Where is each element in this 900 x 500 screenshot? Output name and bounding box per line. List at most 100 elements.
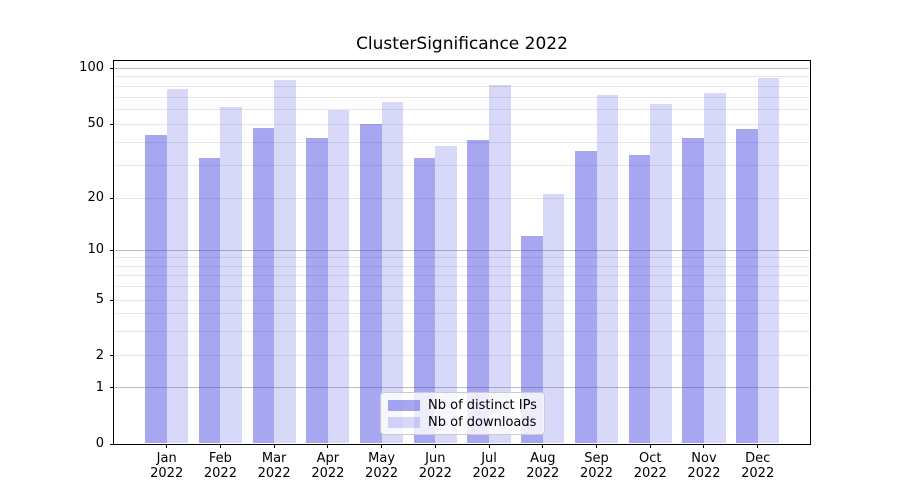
minor-gridline <box>115 275 809 277</box>
bar-jun-downloads <box>435 146 457 443</box>
legend: Nb of distinct IPs Nb of downloads <box>380 392 545 435</box>
x-tick-year: 2022 <box>203 466 237 481</box>
legend-label-downloads: Nb of downloads <box>428 414 537 430</box>
x-tick <box>327 444 329 448</box>
x-tick-label: Nov 2022 <box>674 451 734 481</box>
bar-jun-distinct-ips <box>413 157 436 443</box>
bar-jul-distinct-ips <box>467 140 490 443</box>
bar-mar-distinct-ips <box>252 127 275 443</box>
x-tick-year: 2022 <box>257 466 291 481</box>
x-tick <box>488 444 490 448</box>
bar-dec-distinct-ips <box>736 129 758 443</box>
minor-gridline <box>115 109 809 111</box>
y-tick-label: 20 <box>87 190 104 206</box>
x-tick-label: Jan 2022 <box>137 451 197 481</box>
x-tick <box>166 444 168 448</box>
minor-gridline <box>115 76 809 78</box>
x-tick-month: Nov <box>691 451 717 466</box>
bar-sep-distinct-ips <box>574 150 597 443</box>
x-tick <box>219 444 221 448</box>
minor-gridline <box>115 313 809 315</box>
x-tick-year: 2022 <box>579 466 614 481</box>
bar-oct-distinct-ips <box>628 155 651 443</box>
x-tick-month: Aug <box>530 451 556 466</box>
y-tick <box>110 355 114 357</box>
bar-dec-downloads <box>757 77 780 443</box>
bar-jul-downloads <box>489 85 511 443</box>
bar-mar-downloads <box>274 79 296 443</box>
legend-swatch-downloads <box>388 416 420 428</box>
major-gridline <box>115 67 809 69</box>
bar-apr-distinct-ips <box>306 138 328 443</box>
y-tick <box>110 249 114 251</box>
x-tick-label: Jul 2022 <box>459 451 519 481</box>
y-tick-label: 2 <box>95 347 104 363</box>
x-tick-label: Dec 2022 <box>728 451 788 481</box>
minor-gridline <box>115 257 809 259</box>
x-tick <box>434 444 436 448</box>
bar-nov-distinct-ips <box>682 138 704 443</box>
minor-gridline <box>115 286 809 288</box>
bar-may-downloads <box>381 101 404 443</box>
minor-gridline <box>115 265 809 267</box>
y-tick <box>110 443 114 445</box>
legend-item-downloads: Nb of downloads <box>388 414 537 430</box>
x-tick <box>703 444 705 448</box>
x-tick <box>542 444 544 448</box>
x-tick-label: May 2022 <box>352 451 412 481</box>
y-tick-label: 5 <box>95 292 104 307</box>
minor-gridline <box>115 96 809 98</box>
chart-title: ClusterSignificance 2022 <box>356 34 568 54</box>
bar-sep-downloads <box>596 94 619 443</box>
x-tick-month: Dec <box>745 451 771 466</box>
x-tick-year: 2022 <box>741 466 775 481</box>
x-tick-year: 2022 <box>526 466 560 481</box>
x-tick <box>381 444 383 448</box>
x-tick-month: Jul <box>481 451 497 466</box>
y-tick-label: 1 <box>95 379 104 395</box>
x-tick-month: Apr <box>316 451 340 466</box>
y-tick <box>110 67 114 69</box>
y-tick-label: 50 <box>87 116 104 132</box>
bar-nov-downloads <box>703 92 726 443</box>
x-tick-year: 2022 <box>472 466 506 481</box>
x-tick-month: Jan <box>156 451 177 466</box>
x-tick-label: Jun 2022 <box>405 451 465 481</box>
minor-gridline <box>115 85 809 87</box>
x-tick-year: 2022 <box>150 466 184 481</box>
x-tick-label: Aug 2022 <box>513 451 573 481</box>
x-tick-label: Apr 2022 <box>298 451 358 481</box>
minor-gridline <box>115 141 809 143</box>
y-tick-label: 0 <box>95 436 104 452</box>
minor-gridline <box>115 299 809 301</box>
x-tick <box>649 444 651 448</box>
bar-feb-distinct-ips <box>198 157 221 443</box>
y-tick <box>110 299 114 301</box>
bar-aug-distinct-ips <box>521 236 543 443</box>
x-tick-label: Feb 2022 <box>190 451 250 481</box>
major-gridline <box>115 249 809 251</box>
y-tick-label: 100 <box>79 60 104 76</box>
x-tick-month: May <box>368 451 396 466</box>
minor-gridline <box>115 165 809 167</box>
x-tick-month: Sep <box>584 451 609 466</box>
legend-label-distinct-ips: Nb of distinct IPs <box>428 397 537 413</box>
bar-may-distinct-ips <box>360 124 382 443</box>
bar-jan-downloads <box>166 89 189 443</box>
x-tick-year: 2022 <box>311 466 345 481</box>
major-gridline <box>115 387 809 389</box>
x-tick-label: Oct 2022 <box>620 451 680 481</box>
bar-aug-downloads <box>542 194 565 443</box>
x-tick-year: 2022 <box>633 466 667 481</box>
legend-swatch-distinct-ips <box>388 399 420 411</box>
x-tick-year: 2022 <box>365 466 399 481</box>
minor-gridline <box>115 330 809 332</box>
bar-oct-downloads <box>650 104 672 443</box>
y-tick <box>110 123 114 125</box>
x-tick-month: Jun <box>425 451 446 466</box>
minor-gridline <box>115 197 809 199</box>
y-tick-label: 10 <box>87 242 104 257</box>
x-tick-month: Oct <box>638 451 662 466</box>
y-tick <box>110 387 114 389</box>
minor-gridline <box>115 123 809 125</box>
